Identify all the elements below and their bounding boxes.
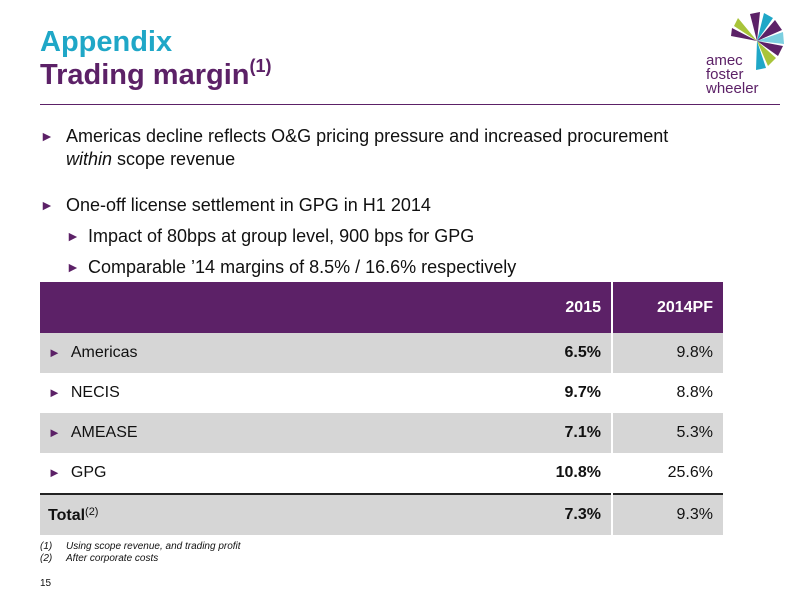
row-value-2014pf: 25.6% <box>611 453 723 494</box>
row-arrow-icon: ► <box>48 425 61 440</box>
header-label-cell <box>40 282 481 333</box>
bullet-americas-text: Americas decline reflects O&G pricing pr… <box>66 126 669 146</box>
bullet-americas-italic: within <box>66 149 113 169</box>
footnotes: (1) Using scope revenue, and trading pro… <box>40 541 241 565</box>
bullet-gpg-text: One-off license settlement in GPG in H1 … <box>66 195 431 215</box>
row-value-2014pf: 8.8% <box>611 373 723 413</box>
subtitle-text: Trading margin <box>40 59 250 91</box>
bullet-arrow-icon: ► <box>40 128 54 144</box>
footnote-number: (1) <box>40 541 53 552</box>
table-row: ► NECIS 9.7% 8.8% <box>40 373 723 413</box>
page-title: Appendix <box>40 26 173 58</box>
company-logo: amec foster wheeler <box>706 10 786 96</box>
bullet-americas: ► Americas decline reflects O&G pricing … <box>40 125 760 171</box>
row-label-text: AMEASE <box>70 424 138 441</box>
row-label: ► Americas <box>40 333 481 373</box>
total-value-2015: 7.3% <box>481 493 612 535</box>
total-label-text: Total <box>48 506 86 524</box>
title-block: Appendix Trading margin(1) <box>40 26 271 92</box>
row-value-2015: 9.7% <box>564 384 601 401</box>
footnote-number: (2) <box>40 553 53 564</box>
row-value-2014pf: 9.8% <box>611 333 723 373</box>
bullet-gpg: ► One-off license settlement in GPG in H… <box>40 194 760 217</box>
row-value-2015: 10.8% <box>555 464 601 481</box>
bullet-arrow-icon: ► <box>40 197 54 213</box>
sub-bullet-impact: ► Impact of 80bps at group level, 900 bp… <box>40 225 760 248</box>
row-label-text: Americas <box>70 344 138 361</box>
logo-word-1: amec <box>706 52 743 69</box>
total-label: Total(2) <box>40 493 481 535</box>
table-row: ► GPG 10.8% 25.6% <box>40 453 723 494</box>
sub-bullet-comparable-text: Comparable ’14 margins of 8.5% / 16.6% r… <box>88 257 517 277</box>
row-label: ► GPG <box>40 453 481 494</box>
row-label-text: NECIS <box>70 384 120 401</box>
bullet-arrow-icon: ► <box>66 259 80 275</box>
row-arrow-icon: ► <box>48 385 61 400</box>
row-arrow-icon: ► <box>48 345 61 360</box>
table-header-row: 2015 2014PF <box>40 282 723 333</box>
row-label: ► NECIS <box>40 373 481 413</box>
row-value-2015: 6.5% <box>481 333 612 373</box>
row-value-2014pf: 5.3% <box>611 413 723 453</box>
page-number: 15 <box>40 578 52 589</box>
row-label: ► AMEASE <box>40 413 481 453</box>
page-subtitle: Trading margin(1) <box>40 56 272 92</box>
header-2015: 2015 <box>481 282 612 333</box>
total-value-2014pf: 9.3% <box>611 493 723 535</box>
logo-mark-icon <box>731 12 784 70</box>
row-value-2015: 7.1% <box>481 413 612 453</box>
trading-margin-table: 2015 2014PF ► Americas 6.5% 9.8% ► NECIS 9… <box>40 282 723 535</box>
bullet-americas-rest: scope revenue <box>112 149 236 169</box>
bullet-list: ► Americas decline reflects O&G pricing … <box>40 125 760 279</box>
header-2014pf: 2014PF <box>611 282 723 333</box>
subtitle-footnote-ref: (1) <box>249 56 272 76</box>
title-divider <box>40 104 780 105</box>
table-total-row: Total(2) 7.3% 9.3% <box>40 493 723 535</box>
footnote-text: Using scope revenue, and trading profit <box>66 541 241 552</box>
table-row: ► AMEASE 7.1% 5.3% <box>40 413 723 453</box>
total-footnote-ref: (2) <box>85 505 99 518</box>
row-arrow-icon: ► <box>48 465 61 480</box>
row-label-text: GPG <box>70 464 107 481</box>
logo-word-3: wheeler <box>706 80 759 97</box>
footnote-2: (2) After corporate costs <box>40 553 241 565</box>
table-row: ► Americas 6.5% 9.8% <box>40 333 723 373</box>
sub-bullet-comparable: ► Comparable ’14 margins of 8.5% / 16.6%… <box>40 256 760 279</box>
bullet-arrow-icon: ► <box>66 228 80 244</box>
logo-wordmark: amec foster wheeler <box>706 52 759 97</box>
sub-bullet-impact-text: Impact of 80bps at group level, 900 bps … <box>88 226 475 246</box>
footnote-1: (1) Using scope revenue, and trading pro… <box>40 541 241 553</box>
footnote-text: After corporate costs <box>66 553 159 564</box>
logo-word-2: foster <box>706 66 744 83</box>
